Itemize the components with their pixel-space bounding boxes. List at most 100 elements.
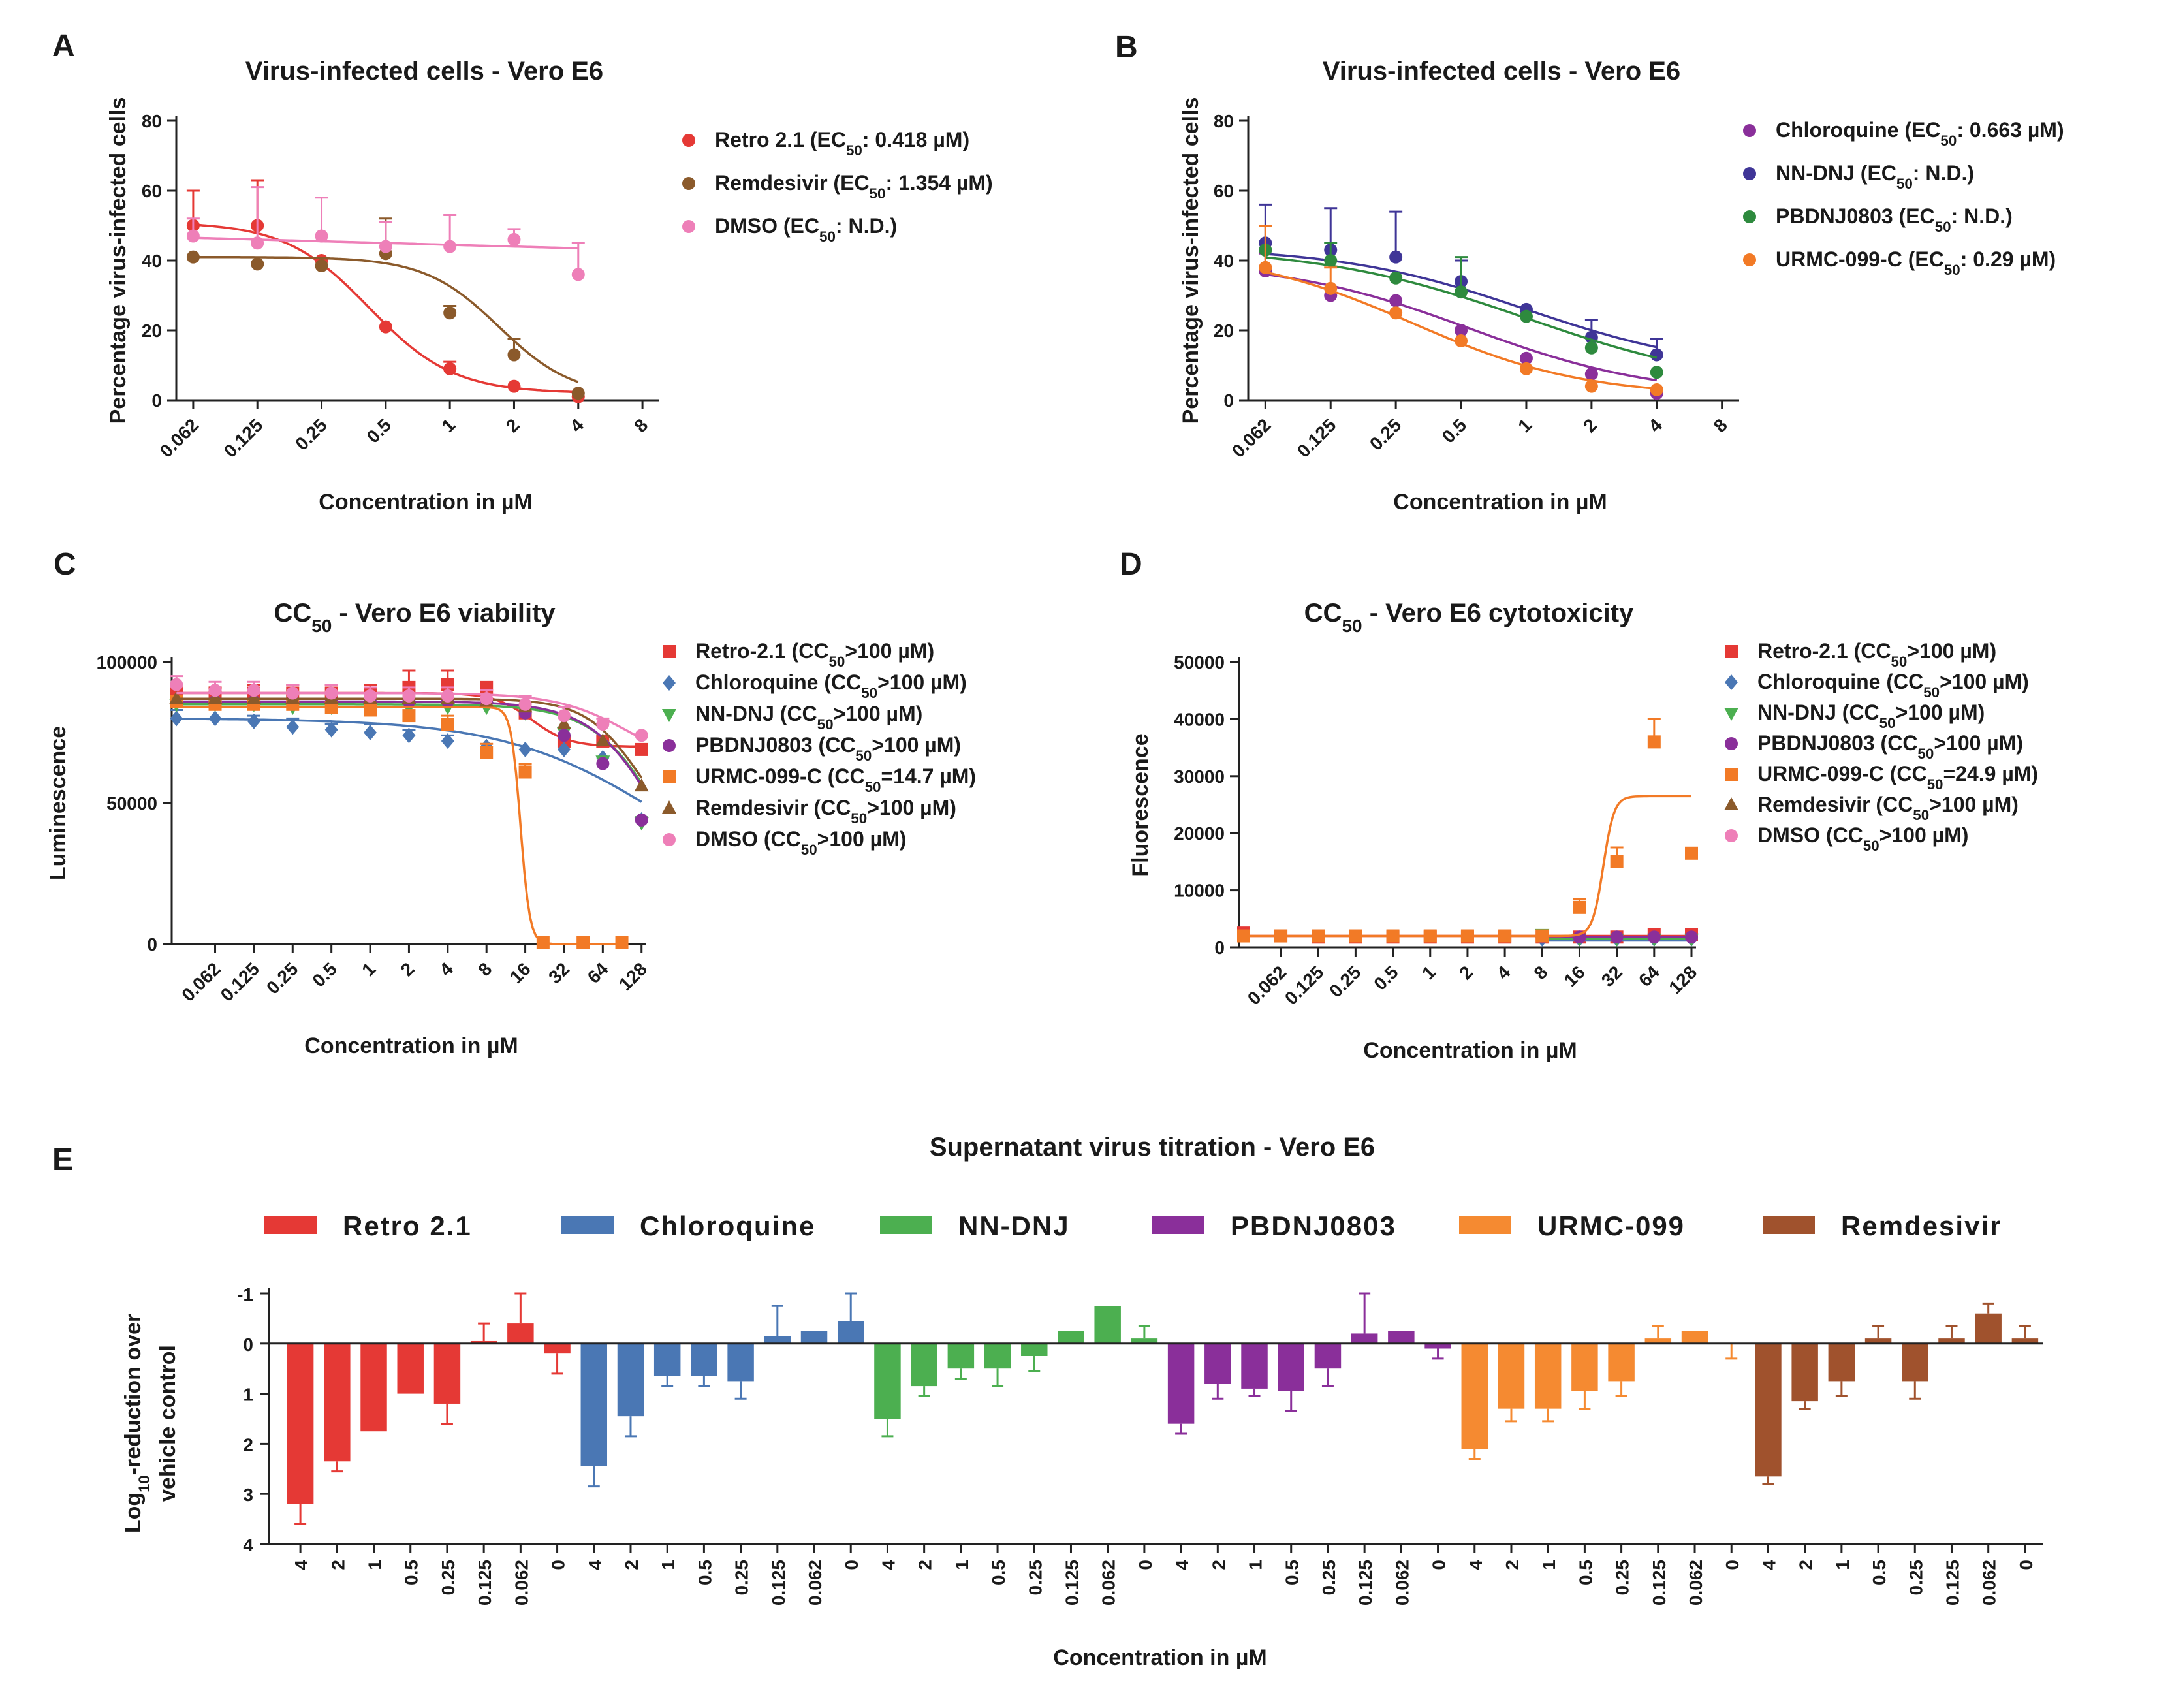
- legend-label: PBDNJ0803 (CC50​>100 µM): [695, 733, 961, 764]
- data-point: [402, 727, 416, 744]
- data-point: [1650, 348, 1663, 362]
- x-tick-label: 128: [1665, 962, 1701, 998]
- legend-marker: [663, 833, 676, 846]
- data-point: [1237, 929, 1250, 943]
- series-4: URMC-099-C (EC50​: 0.29 µM): [1259, 225, 2056, 396]
- data-point: [1460, 929, 1474, 943]
- data-point: [571, 268, 585, 281]
- series-3: PBDNJ0803 (EC50​: N.D.): [1259, 204, 2013, 379]
- data-point: [480, 692, 494, 706]
- y-tick-label: 3: [243, 1485, 253, 1505]
- legend-label: DMSO (EC50​: N.D.): [715, 214, 897, 245]
- data-point: [1324, 281, 1338, 295]
- legend-label: PBDNJ0803 (CC50​>100 µM): [1757, 731, 2023, 762]
- legend-label: Chloroquine (CC50​>100 µM): [695, 671, 967, 701]
- y-tick-label: 0: [1214, 938, 1225, 958]
- x-tick-label: 0.5: [988, 1560, 1009, 1585]
- data-point: [1610, 855, 1624, 868]
- x-tick-label: 0: [1135, 1560, 1156, 1570]
- bar: [947, 1343, 975, 1369]
- legend-marker: [1724, 708, 1738, 721]
- data-point: [315, 229, 328, 243]
- x-axis-label: Concentration in µM: [304, 1034, 518, 1058]
- chart-title: Supernatant virus titration - Vero E6: [930, 1133, 1375, 1162]
- panel-E: E Supernatant virus titration - Vero E6 Co…: [52, 1133, 2043, 1670]
- data-point: [286, 719, 300, 735]
- data-point: [576, 936, 590, 949]
- x-tick-label: 8: [475, 958, 496, 980]
- x-tick-label: 0.25: [1025, 1560, 1045, 1596]
- bar: [800, 1331, 828, 1344]
- bar: [1534, 1343, 1562, 1409]
- x-tick-label: 2: [1579, 415, 1601, 436]
- x-tick-label: 0.5: [1575, 1560, 1596, 1585]
- x-tick-label: 4: [435, 958, 457, 980]
- x-tick-label: 4: [585, 1560, 605, 1570]
- y-tick-label: 80: [1214, 111, 1234, 131]
- data-point: [1259, 261, 1272, 274]
- x-tick-label: 0.125: [1293, 415, 1340, 461]
- legend-swatch: [561, 1216, 614, 1234]
- bar: [397, 1343, 424, 1394]
- bar-group-3: 4 2 1 0.5 0.25 0.125 0.062 0: [874, 1306, 1158, 1605]
- legend-marker: [1725, 829, 1738, 842]
- bar: [470, 1340, 497, 1344]
- data-point: [1584, 367, 1598, 381]
- legend-marker: [1725, 674, 1738, 690]
- data-point: [1650, 383, 1663, 396]
- y-tick-label: 20: [142, 321, 162, 341]
- bar: [580, 1343, 608, 1466]
- x-tick-label: 0.125: [1355, 1560, 1376, 1605]
- x-tick-label: 1: [1246, 1560, 1266, 1570]
- data-point: [247, 713, 260, 729]
- data-point: [556, 716, 571, 730]
- x-tick-label: 2: [502, 415, 524, 436]
- data-point: [315, 259, 328, 273]
- legend-marker: [1725, 737, 1738, 750]
- bar: [1204, 1343, 1231, 1384]
- bar: [1167, 1343, 1195, 1424]
- y-tick-label: 0: [243, 1335, 253, 1355]
- x-tick-label: 1: [1418, 962, 1439, 983]
- chart-title: Virus-infected cells - Vero E6: [1323, 57, 1680, 86]
- legend-marker: [662, 709, 676, 722]
- x-tick-label: 0.062: [1099, 1560, 1119, 1605]
- legend-label: NN-DNJ (CC50​>100 µM): [1757, 701, 1985, 731]
- chart-title: CC50​ - Vero E6 cytotoxicity: [1304, 599, 1634, 636]
- x-axis-label: Concentration in µM: [1053, 1645, 1266, 1670]
- legend-marker: [1743, 253, 1756, 266]
- legend-label: URMC-099-C (CC50​=14.7 µM): [695, 765, 976, 795]
- panel-C: C CC50​ - Vero E6 viability Concentration …: [46, 547, 976, 1058]
- data-point: [379, 240, 392, 253]
- data-point: [595, 733, 610, 746]
- x-axis-label: Concentration in µM: [319, 490, 532, 514]
- legend-marker: [682, 177, 695, 190]
- x-tick-label: 8: [1530, 962, 1552, 983]
- series-2: Chloroquine (CC50​>100 µM): [170, 671, 967, 828]
- x-tick-label: 4: [878, 1560, 898, 1570]
- legend-label: PBDNJ0803 (EC50​: N.D.): [1776, 204, 2013, 235]
- data-point: [1584, 341, 1598, 355]
- data-point: [170, 678, 183, 691]
- data-point: [1389, 250, 1403, 264]
- x-tick-label: 128: [615, 958, 651, 994]
- bar: [1975, 1313, 2002, 1344]
- data-point: [1498, 929, 1512, 943]
- data-point: [518, 765, 532, 779]
- data-point: [480, 746, 494, 759]
- series-6: Remdesivir (CC50​>100 µM): [1724, 793, 2019, 823]
- legend-label: PBDNJ0803: [1231, 1210, 1396, 1241]
- x-tick-label: 16: [1560, 962, 1589, 990]
- x-tick-label: 0.25: [438, 1560, 458, 1596]
- bar: [433, 1343, 461, 1404]
- data-point: [379, 320, 392, 334]
- y-tick-label: 40: [142, 251, 162, 271]
- x-tick-label: 2: [915, 1560, 936, 1570]
- x-axis-label: Concentration in µM: [1363, 1038, 1577, 1063]
- x-tick-label: 2: [397, 958, 418, 980]
- y-axis-label: Percentage virus-infected cells: [106, 97, 131, 424]
- legend-label: Remdesivir (CC50​>100 µM): [695, 796, 956, 827]
- data-point: [1685, 930, 1698, 944]
- bar: [653, 1343, 681, 1376]
- series-2: Remdesivir (EC50​: 1.354 µM): [186, 171, 993, 400]
